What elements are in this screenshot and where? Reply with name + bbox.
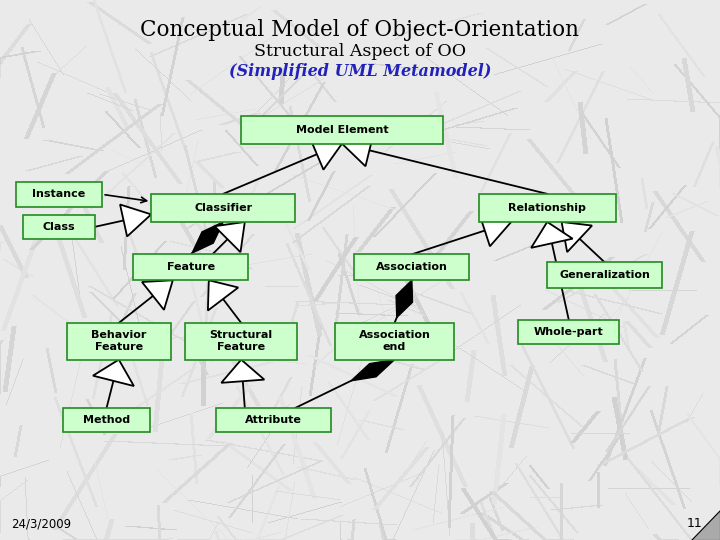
Text: Conceptual Model of Object-Orientation: Conceptual Model of Object-Orientation — [140, 19, 580, 41]
Polygon shape — [562, 222, 592, 252]
Text: Association
end: Association end — [359, 330, 431, 352]
Text: 11: 11 — [686, 517, 702, 530]
Bar — [133, 254, 248, 280]
Bar — [151, 194, 295, 222]
Bar — [479, 194, 616, 222]
Polygon shape — [208, 280, 238, 310]
Polygon shape — [120, 205, 151, 237]
Text: Behavior
Feature: Behavior Feature — [91, 330, 146, 352]
Bar — [216, 408, 331, 432]
Bar — [336, 323, 454, 360]
Bar — [241, 116, 443, 144]
Bar — [354, 254, 469, 280]
Text: Model Element: Model Element — [296, 125, 388, 134]
Bar — [186, 323, 297, 360]
Text: Class: Class — [42, 222, 76, 232]
Polygon shape — [691, 510, 720, 540]
Polygon shape — [480, 215, 511, 246]
Polygon shape — [351, 360, 395, 381]
Text: Structural
Feature: Structural Feature — [210, 330, 273, 352]
Polygon shape — [396, 280, 413, 318]
Bar — [63, 408, 150, 432]
Polygon shape — [93, 360, 134, 386]
Bar — [23, 214, 95, 239]
Bar — [547, 262, 662, 288]
Polygon shape — [221, 360, 264, 383]
Polygon shape — [342, 134, 373, 166]
Text: 24/3/2009: 24/3/2009 — [11, 517, 71, 530]
Text: Structural Aspect of OO: Structural Aspect of OO — [254, 43, 466, 60]
Polygon shape — [310, 139, 342, 170]
Text: Classifier: Classifier — [194, 203, 252, 213]
Text: Method: Method — [83, 415, 130, 425]
Polygon shape — [531, 222, 572, 248]
Bar — [16, 182, 102, 206]
Text: Instance: Instance — [32, 190, 86, 199]
Text: Association: Association — [376, 262, 448, 272]
Polygon shape — [215, 222, 245, 252]
Text: (Simplified UML Metamodel): (Simplified UML Metamodel) — [229, 63, 491, 80]
Polygon shape — [192, 222, 223, 253]
Bar — [67, 323, 171, 360]
Text: Generalization: Generalization — [559, 271, 650, 280]
Text: Attribute: Attribute — [246, 415, 302, 425]
Text: Whole-part: Whole-part — [534, 327, 603, 337]
Bar — [518, 320, 619, 345]
Text: Feature: Feature — [167, 262, 215, 272]
Polygon shape — [142, 280, 173, 310]
Text: Relationship: Relationship — [508, 203, 586, 213]
